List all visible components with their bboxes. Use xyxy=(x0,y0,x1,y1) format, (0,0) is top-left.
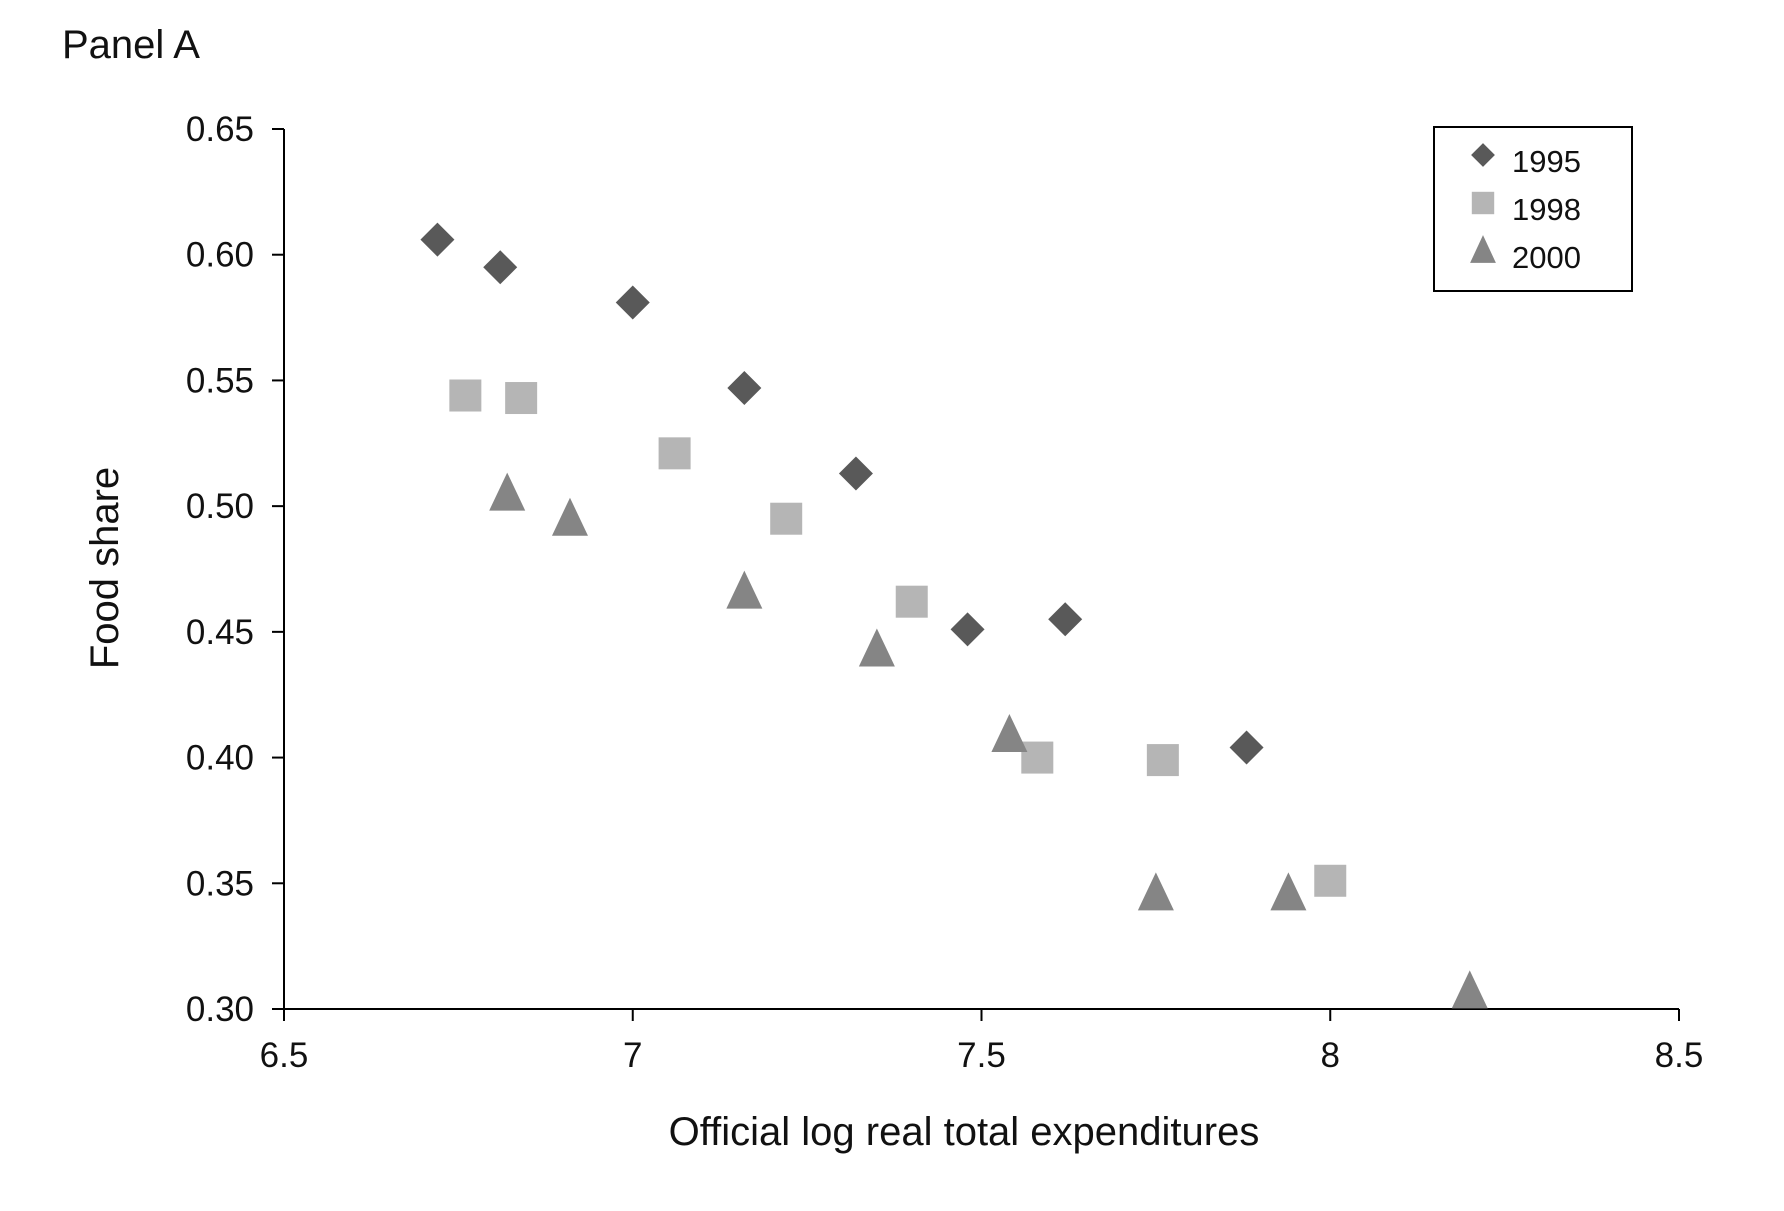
data-point-diamond xyxy=(1229,730,1264,765)
data-point-diamond xyxy=(950,612,985,647)
data-point-square xyxy=(1146,744,1179,777)
legend-label: 1998 xyxy=(1512,192,1581,227)
data-point-diamond xyxy=(838,456,873,491)
data-point-diamond xyxy=(1048,602,1083,637)
y-tick-label: 0.55 xyxy=(186,361,254,400)
y-axis-label: Food share xyxy=(83,467,127,669)
x-tick-label: 8.5 xyxy=(1655,1036,1704,1075)
data-point-diamond xyxy=(483,250,518,285)
x-axis-label: Official log real total expenditures xyxy=(669,1110,1260,1154)
x-tick-label: 8 xyxy=(1321,1036,1340,1075)
data-point-triangle xyxy=(1137,872,1174,911)
data-point-square xyxy=(770,502,803,535)
legend-marker-triangle xyxy=(1470,235,1496,263)
data-point-square xyxy=(1021,741,1054,774)
y-tick-label: 0.50 xyxy=(186,487,254,526)
y-tick-label: 0.45 xyxy=(186,613,254,652)
legend: 1995 1998 2000 xyxy=(1433,126,1633,292)
legend-label: 2000 xyxy=(1512,240,1581,275)
y-tick-label: 0.30 xyxy=(186,990,254,1029)
data-point-square xyxy=(658,437,691,470)
legend-marker-diamond xyxy=(1471,143,1495,167)
data-point-triangle xyxy=(991,713,1028,752)
data-point-triangle xyxy=(1270,872,1307,911)
data-point-triangle xyxy=(489,472,526,511)
data-point-triangle xyxy=(1451,970,1488,1009)
data-point-triangle xyxy=(726,570,763,609)
legend-marker-square xyxy=(1471,191,1495,215)
panel-label: Panel A xyxy=(62,23,200,67)
legend-box xyxy=(1433,126,1633,292)
data-point-square xyxy=(449,379,482,412)
data-points xyxy=(420,222,1488,1009)
y-tick-label: 0.35 xyxy=(186,864,254,903)
data-point-triangle xyxy=(551,497,588,536)
series-1995 xyxy=(420,222,1264,765)
series-2000 xyxy=(489,472,1488,1009)
x-tick-label: 7.5 xyxy=(957,1036,1006,1075)
x-axis-ticks: 6.5 7 7.5 8 8.5 xyxy=(260,1009,1704,1075)
data-point-square xyxy=(1314,864,1347,897)
data-point-square xyxy=(505,382,538,415)
data-point-triangle xyxy=(858,628,895,667)
x-tick-label: 7 xyxy=(623,1036,642,1075)
y-tick-label: 0.60 xyxy=(186,236,254,275)
y-axis-ticks: 0.30 0.35 0.40 0.45 0.50 0.55 0.60 0.65 xyxy=(186,110,284,1029)
data-point-diamond xyxy=(727,370,762,405)
x-tick-label: 6.5 xyxy=(260,1036,309,1075)
data-point-diamond xyxy=(420,222,455,257)
y-tick-label: 0.65 xyxy=(186,110,254,149)
legend-label: 1995 xyxy=(1512,144,1581,179)
y-tick-label: 0.40 xyxy=(186,739,254,778)
series-1998 xyxy=(449,379,1347,897)
data-point-square xyxy=(895,585,928,618)
data-point-diamond xyxy=(615,285,650,320)
legend-items: 1995 1998 2000 xyxy=(1470,143,1581,275)
